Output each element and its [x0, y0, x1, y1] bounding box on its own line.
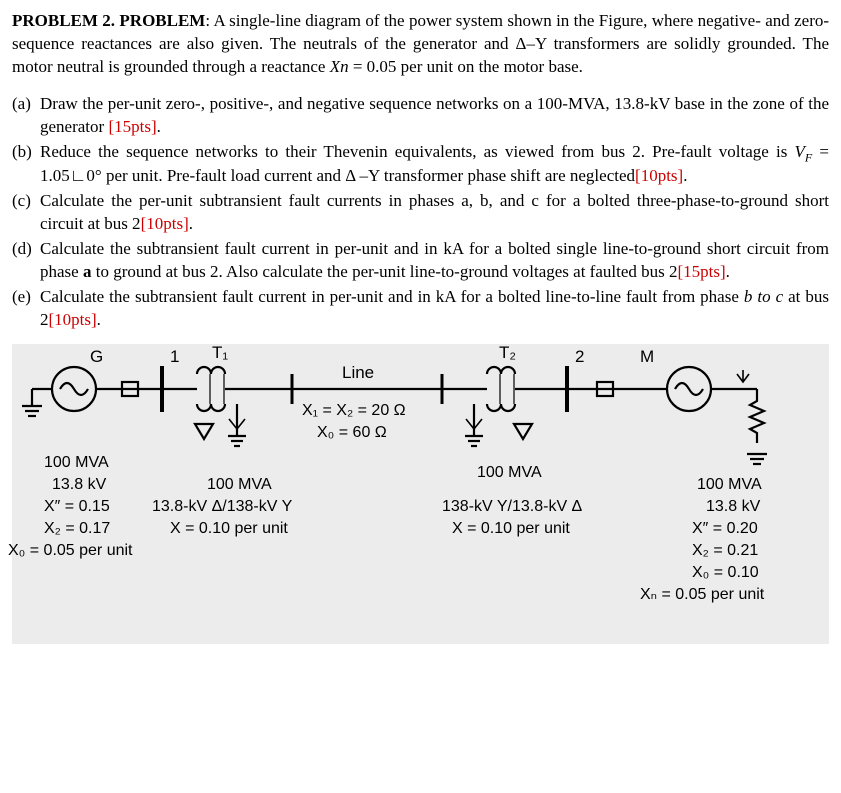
- part-e-text1: Calculate the subtransient fault current…: [40, 287, 744, 306]
- part-d-pts: [15pts]: [678, 262, 726, 281]
- part-b: (b) Reduce the sequence networks to thei…: [12, 141, 829, 189]
- t2-conn: 138-kV Y/13.8-kV Δ: [442, 496, 582, 518]
- problem-number: PROBLEM 2.: [12, 11, 115, 30]
- t2-mva: 100 MVA: [477, 462, 542, 484]
- xn-symbol: Xn: [330, 57, 349, 76]
- part-e-label: (e): [12, 286, 40, 332]
- line-x0: X₀ = 60 Ω: [317, 422, 387, 444]
- label-T1: T₁: [212, 342, 228, 365]
- gen-kv: 13.8 kV: [52, 474, 106, 496]
- line-x12: X₁ = X₂ = 20 Ω: [302, 400, 406, 422]
- part-e: (e) Calculate the subtransient fault cur…: [12, 286, 829, 332]
- gen-x2: X₂ = 0.17: [44, 518, 110, 540]
- t1-mva: 100 MVA: [207, 474, 272, 496]
- t1-conn: 13.8-kV Δ/138-kV Y: [152, 496, 292, 518]
- part-c-pts: [10pts]: [141, 214, 189, 233]
- part-d: (d) Calculate the subtransient fault cur…: [12, 238, 829, 284]
- gen-xpp: X″ = 0.15: [44, 496, 110, 518]
- part-c-label: (c): [12, 190, 40, 236]
- problem-title: PROBLEM: [119, 11, 205, 30]
- part-b-pts: [10pts]: [635, 166, 683, 185]
- part-a: (a) Draw the per-unit zero-, positive-, …: [12, 93, 829, 139]
- motor-x2: X₂ = 0.21: [692, 540, 758, 562]
- parts-list: (a) Draw the per-unit zero-, positive-, …: [12, 93, 829, 332]
- part-c: (c) Calculate the per-unit subtransient …: [12, 190, 829, 236]
- part-a-pts: [15pts]: [108, 117, 156, 136]
- problem-header: PROBLEM 2. PROBLEM: A single-line diagra…: [12, 10, 829, 79]
- label-T2: T₂: [499, 342, 516, 365]
- gen-mva: 100 MVA: [44, 452, 109, 474]
- single-line-diagram: G 1 T₁ Line T₂ 2 M X₁ = X₂ = 20 Ω X₀ = 6…: [12, 344, 829, 644]
- motor-kv: 13.8 kV: [706, 496, 760, 518]
- label-G: G: [90, 346, 103, 369]
- part-d-label: (d): [12, 238, 40, 284]
- part-e-ital: b to c: [744, 287, 783, 306]
- motor-mva: 100 MVA: [697, 474, 762, 496]
- part-d-text2: to ground at bus 2. Also calculate the p…: [91, 262, 677, 281]
- part-a-label: (a): [12, 93, 40, 139]
- gen-x0: X₀ = 0.05 per unit: [8, 540, 133, 562]
- part-b-label: (b): [12, 141, 40, 189]
- part-e-pts: [10pts]: [49, 310, 97, 329]
- part-b-text1: Reduce the sequence networks to their Th…: [40, 142, 795, 161]
- label-M: M: [640, 346, 654, 369]
- t2-x: X = 0.10 per unit: [452, 518, 570, 540]
- label-bus2: 2: [575, 346, 584, 369]
- motor-xn: Xₙ = 0.05 per unit: [640, 584, 764, 606]
- motor-x0: X₀ = 0.10: [692, 562, 759, 584]
- label-line: Line: [342, 362, 374, 385]
- xn-value: = 0.05 per unit on the motor base.: [349, 57, 583, 76]
- label-bus1: 1: [170, 346, 179, 369]
- t1-x: X = 0.10 per unit: [170, 518, 288, 540]
- motor-xpp: X″ = 0.20: [692, 518, 758, 540]
